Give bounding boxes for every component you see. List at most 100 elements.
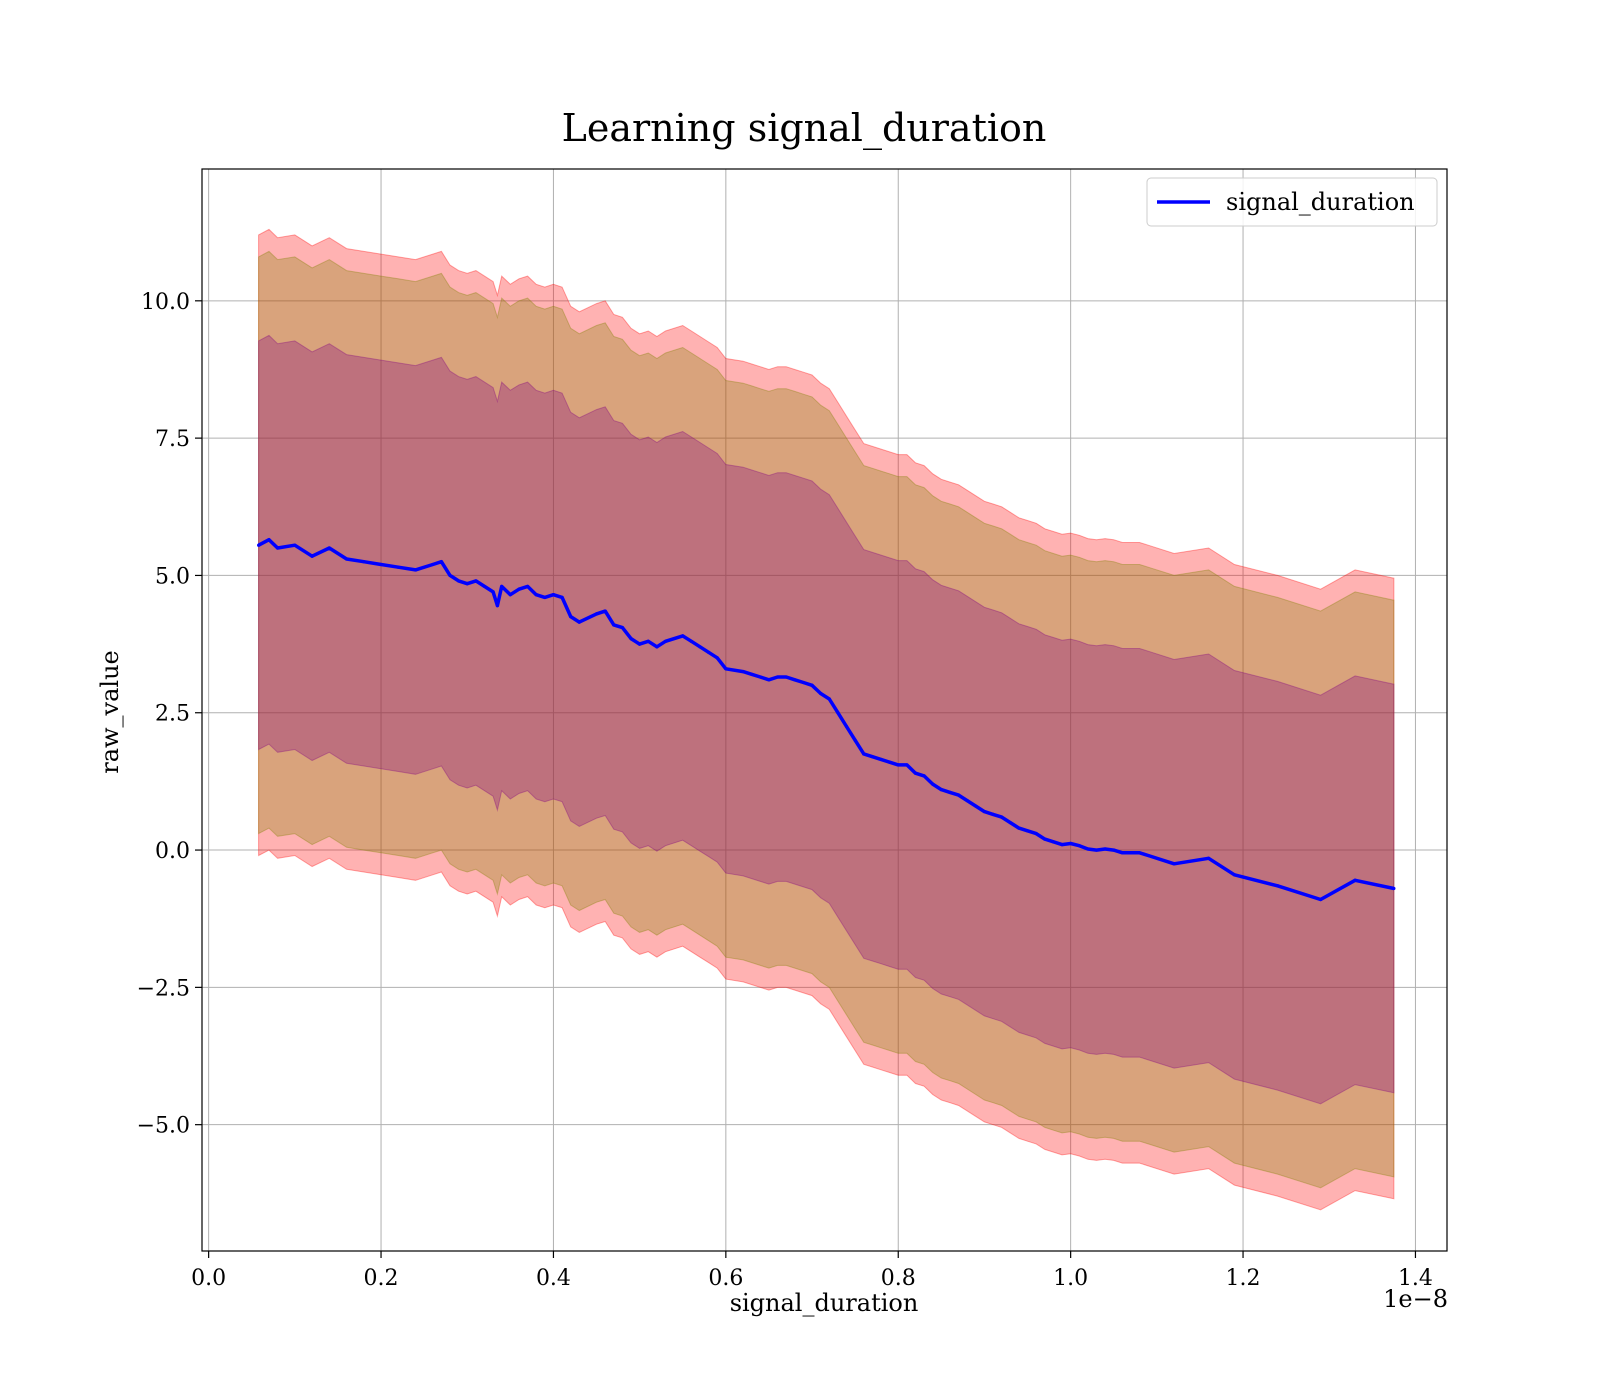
data-point	[956, 793, 961, 797]
data-point	[819, 691, 823, 696]
data-point	[724, 667, 728, 671]
x-tick-label: 0.2	[364, 1266, 399, 1291]
data-point	[1000, 815, 1004, 819]
x-axis-label: signal_duration	[730, 1289, 919, 1317]
data-point	[905, 763, 909, 767]
data-point	[1034, 831, 1038, 836]
data-point	[551, 593, 556, 597]
data-point	[888, 760, 892, 764]
data-point	[293, 543, 297, 547]
data-point	[741, 669, 745, 674]
data-point	[775, 675, 780, 679]
y-tick-label: 10.0	[141, 290, 190, 315]
data-point	[646, 639, 650, 643]
data-point	[870, 755, 874, 759]
band-1	[258, 250, 1395, 1189]
data-point	[457, 579, 461, 583]
data-point	[525, 584, 530, 589]
data-point	[1138, 851, 1142, 855]
x-tick-label: 0.0	[191, 1266, 226, 1291]
data-point	[655, 645, 659, 649]
data-point	[1319, 897, 1323, 902]
y-axis-ticks: −5.0 −2.5 0.0 2.5 5.0 7.5 10.0	[137, 290, 202, 1139]
data-point	[1043, 837, 1047, 841]
data-point	[844, 724, 849, 729]
data-point	[663, 639, 668, 643]
y-tick-label: 0.0	[155, 839, 190, 864]
data-point	[1353, 878, 1357, 882]
data-point	[931, 782, 935, 786]
data-point	[1077, 844, 1081, 848]
data-point	[569, 615, 573, 619]
data-point	[413, 568, 418, 572]
data-point	[396, 565, 400, 569]
data-point	[827, 697, 831, 701]
data-point	[491, 590, 495, 594]
grid	[202, 169, 1447, 1251]
data-point	[1232, 873, 1237, 877]
data-point	[1051, 840, 1056, 844]
y-axis-label: raw_value	[96, 650, 124, 774]
data-point	[896, 763, 900, 767]
data-point	[715, 656, 719, 660]
x-tick-label: 0.4	[536, 1266, 571, 1291]
data-point	[517, 587, 521, 591]
data-point	[948, 790, 952, 794]
data-point	[508, 593, 512, 597]
y-tick-label: −5.0	[137, 1114, 190, 1139]
y-tick-label: 7.5	[155, 427, 190, 452]
data-point	[681, 634, 685, 638]
data-point	[801, 680, 806, 685]
data-point	[257, 543, 261, 547]
x-tick-label: 1.2	[1226, 1266, 1261, 1291]
series-points	[257, 538, 1396, 902]
data-point	[1025, 829, 1030, 833]
data-point	[689, 639, 693, 643]
data-point	[1120, 851, 1124, 855]
x-axis-offset-label: 1e−8	[1383, 1285, 1448, 1313]
data-point	[1008, 820, 1012, 825]
data-point	[603, 609, 607, 613]
data-point	[1094, 848, 1099, 852]
data-point	[474, 579, 478, 583]
data-point	[534, 593, 538, 597]
data-point	[439, 560, 443, 564]
data-point	[638, 642, 642, 646]
data-point	[448, 573, 452, 578]
data-point	[1017, 826, 1021, 830]
data-point	[327, 546, 331, 550]
data-point	[784, 675, 788, 679]
data-point	[362, 560, 366, 564]
data-point	[758, 675, 762, 679]
data-point	[1112, 848, 1116, 852]
data-point	[500, 584, 504, 589]
data-point	[707, 650, 711, 654]
data-point	[310, 554, 314, 558]
chart-title: Learning signal_duration	[562, 106, 1047, 151]
data-point	[853, 738, 857, 742]
data-point	[1129, 851, 1133, 855]
x-tick-label: 0.6	[708, 1266, 743, 1291]
data-point	[1086, 847, 1090, 851]
x-tick-label: 1.4	[1398, 1266, 1433, 1291]
data-point	[612, 623, 616, 627]
data-point	[629, 636, 633, 641]
data-point	[862, 752, 866, 756]
band-2	[258, 334, 1395, 1105]
data-point	[1060, 842, 1064, 847]
data-point	[793, 678, 797, 682]
data-point	[465, 582, 469, 586]
data-point	[879, 757, 883, 762]
data-point	[275, 546, 280, 550]
x-tick-label: 1.0	[1053, 1266, 1088, 1291]
band-0	[258, 228, 1395, 1211]
data-point	[913, 771, 918, 775]
data-point	[543, 595, 547, 600]
data-point	[1103, 847, 1107, 851]
data-point	[482, 584, 487, 589]
data-point	[379, 562, 383, 567]
data-point	[767, 678, 771, 682]
data-point	[991, 812, 995, 816]
data-point	[577, 620, 581, 624]
